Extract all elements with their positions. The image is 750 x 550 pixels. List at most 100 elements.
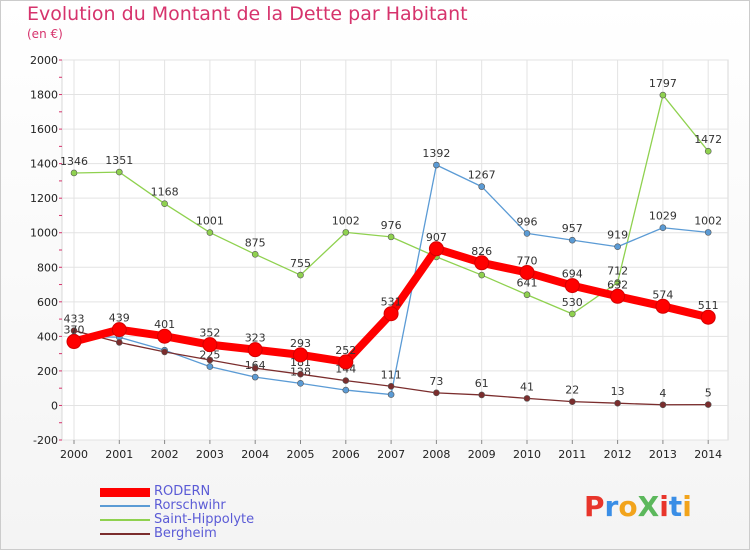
data-point (251, 251, 259, 258)
data-label: 712 (607, 264, 628, 277)
data-point (564, 278, 580, 294)
data-point (478, 271, 486, 279)
data-point (297, 380, 304, 387)
data-point (383, 306, 399, 322)
logo-letter: P (584, 490, 605, 523)
chart-subtitle: (en €) (27, 27, 63, 41)
data-point (161, 200, 168, 208)
data-point (297, 370, 304, 378)
data-label: 401 (154, 318, 175, 331)
legend-label: Bergheim (154, 526, 217, 541)
data-label: 574 (652, 288, 673, 301)
data-point (568, 398, 576, 405)
x-tick-label: 2006 (332, 448, 360, 461)
data-point (519, 264, 535, 280)
data-label: 1351 (105, 154, 133, 167)
data-label: 641 (517, 277, 538, 290)
x-tick-label: 2012 (604, 448, 632, 461)
data-label: 511 (698, 299, 719, 312)
data-point (157, 328, 173, 344)
y-tick-label: 200 (37, 365, 58, 378)
data-point (293, 347, 308, 363)
data-point (478, 391, 486, 399)
data-point (568, 310, 576, 318)
data-label: 1001 (196, 215, 224, 228)
data-point (247, 342, 263, 358)
data-label: 694 (562, 268, 583, 281)
data-label: 225 (199, 349, 220, 362)
x-tick-label: 2008 (422, 448, 450, 461)
data-label: 531 (381, 296, 402, 309)
data-label: 61 (475, 377, 489, 390)
legend-item: Rorschwihr (100, 498, 340, 513)
data-label: 996 (517, 215, 538, 228)
data-point (700, 309, 716, 325)
data-point (297, 271, 304, 279)
data-point (433, 389, 440, 397)
legend: RODERN Rorschwihr Saint-Hippolyte Bergheim (100, 484, 340, 541)
data-label: 41 (520, 380, 534, 393)
data-label: 73 (429, 375, 443, 388)
plot-area (61, 59, 729, 441)
data-label: 1346 (60, 155, 88, 168)
data-label: 1392 (422, 147, 450, 160)
data-point (387, 382, 395, 390)
data-point (659, 91, 667, 99)
y-tick-label: 600 (37, 296, 58, 309)
data-label: 826 (471, 245, 492, 258)
legend-swatch (100, 533, 150, 535)
data-label: 439 (109, 312, 130, 325)
data-point (342, 386, 350, 394)
proxiti-logo: ProXiti (584, 490, 692, 523)
x-tick-label: 2004 (241, 448, 269, 461)
x-tick-label: 2007 (377, 448, 405, 461)
data-point (338, 354, 354, 370)
data-point (251, 364, 259, 372)
data-point (614, 399, 621, 407)
data-point (342, 377, 350, 384)
legend-item: RODERN (100, 484, 340, 499)
y-tick-label: 1600 (30, 123, 58, 136)
legend-label: Rorschwihr (154, 498, 226, 513)
data-label: 755 (290, 257, 311, 270)
data-label: 907 (426, 231, 447, 244)
data-point (433, 161, 440, 169)
chart-title: Evolution du Montant de la Dette par Hab… (27, 3, 468, 25)
data-label: 252 (335, 344, 356, 357)
data-point (387, 233, 395, 241)
data-point (523, 395, 531, 402)
data-point (428, 241, 444, 257)
data-point (116, 339, 123, 346)
data-point (523, 291, 531, 299)
y-tick-label: 1800 (30, 89, 58, 102)
y-tick-label: 400 (37, 330, 58, 343)
data-point (70, 169, 78, 177)
data-point (704, 229, 712, 236)
data-label: 1168 (151, 186, 179, 199)
data-label: 13 (611, 385, 625, 398)
data-label: 919 (607, 229, 628, 242)
data-point (568, 236, 576, 244)
x-tick-label: 2001 (105, 448, 133, 461)
data-label: 1472 (694, 133, 722, 146)
data-label: 1029 (649, 210, 677, 223)
data-point (251, 373, 259, 381)
data-point (659, 401, 667, 409)
data-point (111, 322, 127, 338)
x-tick-label: 2014 (694, 448, 722, 461)
data-label: 4 (659, 387, 666, 400)
data-label: 293 (290, 337, 311, 350)
data-point (342, 229, 350, 236)
y-tick-label: -200 (33, 434, 58, 447)
legend-swatch (100, 505, 150, 507)
legend-label: RODERN (154, 484, 211, 499)
data-label: 352 (199, 327, 220, 340)
logo-letter: i (659, 490, 669, 523)
data-label: 1002 (332, 214, 360, 227)
data-point (523, 230, 531, 237)
data-point (161, 348, 168, 356)
legend-swatch (100, 487, 150, 497)
data-point (206, 363, 214, 370)
data-point (66, 334, 82, 350)
legend-swatch (100, 519, 150, 521)
